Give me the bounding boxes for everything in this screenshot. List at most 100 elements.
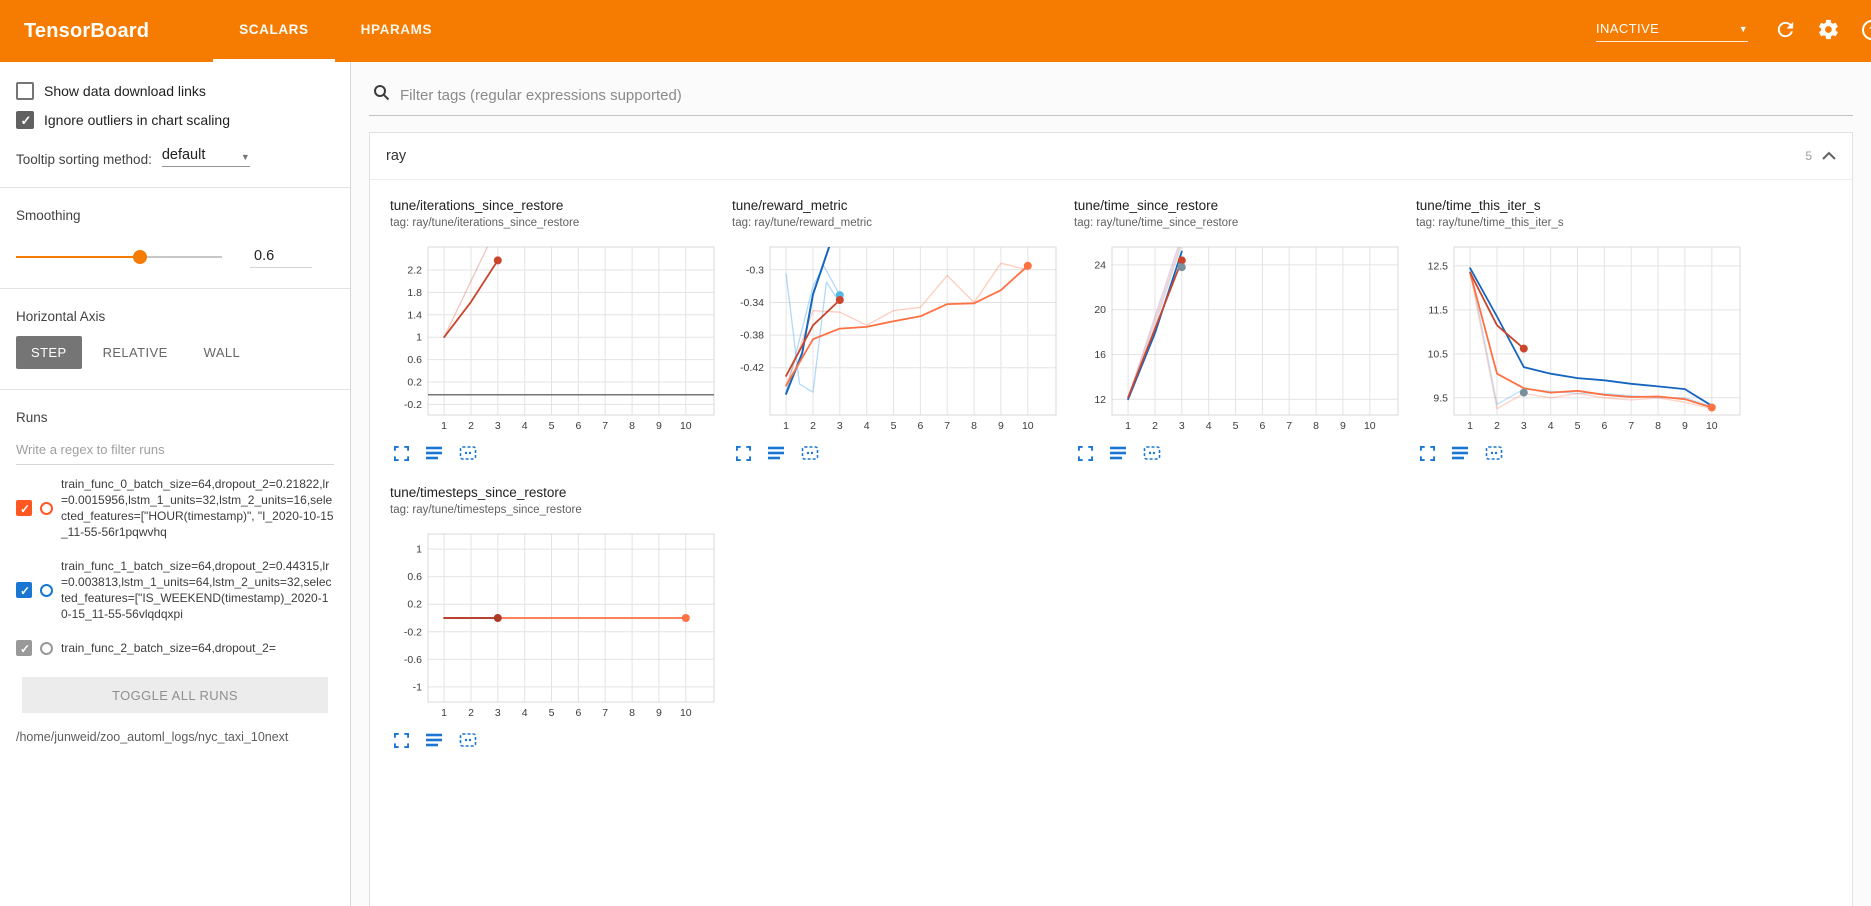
tab-hparams[interactable]: HPARAMS [360, 22, 433, 37]
svg-text:1: 1 [441, 420, 447, 432]
svg-text:2: 2 [810, 420, 816, 432]
chart-plot[interactable]: -0.2 0.2 0.6 1 1.4 1.8 2.2 1 2 3 4 5 6 7 8 9 10 [390, 239, 722, 437]
fullscreen-icon[interactable] [394, 445, 409, 461]
smoothing-slider[interactable] [16, 249, 222, 264]
svg-text:1: 1 [783, 420, 789, 432]
run-checkbox[interactable] [16, 582, 32, 598]
svg-text:10: 10 [680, 707, 692, 719]
run-isolate-radio[interactable] [40, 641, 53, 655]
svg-text:2: 2 [1494, 420, 1500, 432]
chart-actions [1416, 437, 1758, 461]
fullscreen-icon[interactable] [736, 445, 751, 461]
reload-status-dropdown[interactable]: INACTIVE ▼ [1596, 21, 1748, 42]
fullscreen-icon[interactable] [1420, 445, 1435, 461]
run-checkbox[interactable] [16, 500, 32, 516]
app-header: TensorBoard SCALARS HPARAMS INACTIVE ▼ ? [0, 0, 1871, 62]
chart-title: tune/reward_metric [732, 198, 848, 213]
run-row: train_func_2_batch_size=64,dropout_2= [16, 631, 334, 665]
svg-text:-0.2: -0.2 [404, 399, 422, 411]
fit-domain-icon[interactable] [801, 445, 819, 461]
fit-domain-icon[interactable] [459, 732, 477, 748]
svg-text:-0.42: -0.42 [740, 362, 764, 374]
log-scale-icon[interactable] [1110, 446, 1126, 460]
svg-text:1: 1 [441, 707, 447, 719]
svg-text:-0.34: -0.34 [740, 297, 764, 309]
svg-text:1: 1 [416, 544, 422, 556]
run-row: train_func_1_batch_size=64,dropout_2=0.4… [16, 549, 334, 631]
toggle-all-runs-button[interactable]: TOGGLE ALL RUNS [22, 677, 328, 713]
refresh-button[interactable] [1774, 18, 1797, 44]
log-scale-icon[interactable] [426, 446, 442, 460]
fullscreen-icon[interactable] [394, 732, 409, 748]
search-icon [373, 84, 390, 106]
chart-title: tune/timesteps_since_restore [390, 485, 567, 500]
chevron-up-icon[interactable] [1822, 147, 1836, 165]
svg-text:8: 8 [1313, 420, 1319, 432]
chart-plot[interactable]: -1 -0.6 -0.2 0.2 0.6 1 1 2 3 4 5 6 7 8 9 10 [390, 526, 722, 724]
main-content: ray 5 tune/iterations_since_restore tag:… [351, 62, 1871, 906]
svg-text:7: 7 [602, 707, 608, 719]
svg-text:2: 2 [468, 420, 474, 432]
charts-grid: tune/iterations_since_restore tag: ray/t… [370, 180, 1852, 766]
axis-relative-button[interactable]: RELATIVE [88, 336, 183, 369]
run-name: train_func_1_batch_size=64,dropout_2=0.4… [61, 559, 332, 621]
chart-card: tune/timesteps_since_restore tag: ray/tu… [390, 485, 732, 748]
run-filter-input[interactable] [16, 435, 334, 465]
run-checkbox[interactable] [16, 640, 32, 656]
svg-text:8: 8 [971, 420, 977, 432]
ignore-outliers-checkbox[interactable] [16, 111, 34, 129]
chart-plot[interactable]: -0.42 -0.38 -0.34 -0.3 1 2 3 4 5 6 7 8 9 10 [732, 239, 1064, 437]
chart-plot[interactable]: 9.5 10.5 11.5 12.5 1 2 3 4 5 6 7 8 9 10 [1416, 239, 1748, 437]
chart-card: tune/time_since_restore tag: ray/tune/ti… [1074, 198, 1416, 461]
svg-text:8: 8 [1655, 420, 1661, 432]
category-header[interactable]: ray 5 [370, 133, 1852, 180]
log-scale-icon[interactable] [1452, 446, 1468, 460]
show-download-links-option[interactable]: Show data download links [16, 82, 334, 100]
svg-text:7: 7 [1286, 420, 1292, 432]
svg-text:0.2: 0.2 [407, 377, 422, 389]
run-isolate-radio[interactable] [40, 583, 53, 597]
chart-card: tune/iterations_since_restore tag: ray/t… [390, 198, 732, 461]
chart-card: tune/reward_metric tag: ray/tune/reward_… [732, 198, 1074, 461]
log-scale-icon[interactable] [768, 446, 784, 460]
svg-text:-1: -1 [413, 681, 422, 693]
axis-wall-button[interactable]: WALL [189, 336, 256, 369]
svg-text:6: 6 [1601, 420, 1607, 432]
run-isolate-radio[interactable] [40, 501, 53, 515]
svg-text:3: 3 [1521, 420, 1527, 432]
log-scale-icon[interactable] [426, 733, 442, 747]
tag-filter-bar [369, 76, 1853, 116]
smoothing-value-input[interactable] [250, 245, 312, 268]
tag-filter-input[interactable] [400, 86, 1849, 104]
show-download-links-checkbox[interactable] [16, 82, 34, 100]
runs-label: Runs [16, 410, 48, 425]
smoothing-slider-thumb[interactable] [132, 249, 147, 264]
svg-text:3: 3 [837, 420, 843, 432]
svg-text:11.5: 11.5 [1428, 304, 1448, 316]
fullscreen-icon[interactable] [1078, 445, 1093, 461]
svg-text:7: 7 [1628, 420, 1634, 432]
tab-scalars[interactable]: SCALARS [213, 0, 335, 62]
svg-text:9: 9 [1340, 420, 1346, 432]
svg-text:9: 9 [656, 707, 662, 719]
svg-text:20: 20 [1094, 304, 1106, 316]
svg-text:3: 3 [495, 420, 501, 432]
axis-step-button[interactable]: STEP [16, 336, 82, 369]
settings-button[interactable] [1817, 18, 1840, 44]
tooltip-sort-dropdown[interactable]: default ▼ [161, 147, 250, 167]
fit-domain-icon[interactable] [1485, 445, 1503, 461]
tooltip-sort-value: default [161, 147, 206, 163]
svg-text:5: 5 [1233, 420, 1239, 432]
chart-tag: tag: ray/tune/timesteps_since_restore [390, 504, 582, 516]
ignore-outliers-option[interactable]: Ignore outliers in chart scaling [16, 111, 334, 129]
svg-text:9: 9 [1682, 420, 1688, 432]
svg-text:4: 4 [1548, 420, 1554, 432]
chart-title: tune/time_since_restore [1074, 198, 1219, 213]
fit-domain-icon[interactable] [1143, 445, 1161, 461]
show-download-links-label: Show data download links [44, 83, 206, 99]
help-button[interactable]: ? [1860, 18, 1871, 45]
fit-domain-icon[interactable] [459, 445, 477, 461]
svg-text:0.2: 0.2 [407, 599, 422, 611]
category-count: 5 [1805, 149, 1812, 163]
